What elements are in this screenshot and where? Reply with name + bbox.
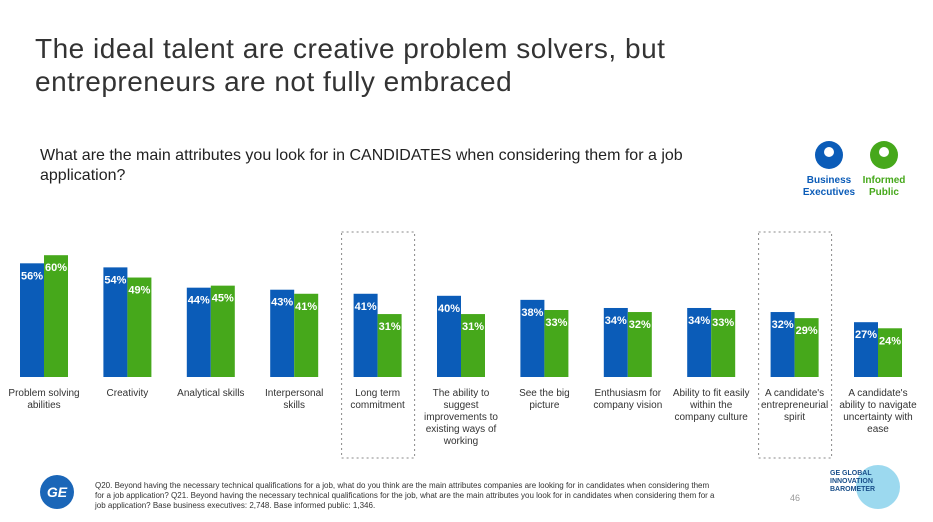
value-label: 44%: [188, 295, 210, 307]
category-label: Creativity: [106, 388, 149, 399]
question: What are the main attributes you look fo…: [40, 147, 683, 184]
highlight-box: [758, 231, 833, 459]
bar: [44, 255, 68, 377]
value-label: 38%: [521, 307, 543, 319]
value-label: 24%: [879, 335, 901, 347]
bar: [794, 318, 819, 377]
legend-label: Business Executives: [802, 175, 856, 198]
legend-label: Informed Public: [862, 175, 906, 198]
value-label: 34%: [605, 315, 627, 327]
barometer-globe: [856, 465, 900, 509]
value-label: 34%: [688, 315, 710, 327]
barometer-box: GE GLOBAL INNOVATION BAROMETER: [830, 470, 876, 493]
category-label: Enthusiasm for company vision: [593, 388, 663, 411]
value-label: 32%: [772, 319, 794, 331]
bar: [377, 314, 402, 377]
ge-logo: [40, 475, 74, 509]
category-label: See the big picture: [519, 388, 570, 411]
category-label: Long term commitment: [350, 388, 405, 411]
category-label: A candidate's ability to navigate uncert…: [839, 388, 917, 435]
value-label: 31%: [462, 321, 484, 333]
value-label: 49%: [128, 285, 150, 297]
value-label: 29%: [796, 325, 818, 337]
value-label: 31%: [379, 321, 401, 333]
bar: [210, 285, 235, 377]
bar: [186, 287, 211, 377]
bar: [687, 307, 712, 377]
value-label: 27%: [855, 329, 877, 341]
value-label: 41%: [295, 301, 317, 313]
bar: [270, 289, 295, 377]
bar: [127, 277, 152, 377]
category-label: Interpersonal skills: [265, 388, 324, 411]
page-number: 46: [790, 493, 801, 503]
bar: [353, 293, 378, 377]
category-label: Analytical skills: [177, 388, 245, 399]
bar: [20, 263, 44, 377]
bar: [437, 295, 461, 377]
bar: [603, 307, 628, 377]
legend-icon-glyph: [824, 147, 834, 157]
category-label: The ability to suggest improvements to e…: [424, 388, 498, 447]
value-label: 43%: [271, 297, 293, 309]
footnote: Q20. Beyond having the necessary technic…: [95, 481, 715, 510]
bar: [294, 293, 319, 377]
value-label: 54%: [104, 274, 126, 286]
bar: [520, 299, 545, 377]
slide-title: The ideal talent are creative problem so…: [35, 33, 666, 97]
category-label: A candidate's entrepreneurial spirit: [760, 388, 829, 423]
legend-icon-glyph: [879, 147, 889, 157]
barometer-text: GE GLOBAL INNOVATION BAROMETER: [830, 470, 876, 493]
bar: [544, 310, 569, 377]
bar: [461, 314, 485, 377]
bar: [878, 328, 902, 377]
bar: [770, 312, 795, 377]
bar: [103, 267, 128, 377]
bar: [854, 322, 878, 377]
value-label: 40%: [438, 303, 460, 315]
bar: [627, 312, 652, 377]
value-label: 33%: [712, 317, 734, 329]
value-label: 33%: [545, 317, 567, 329]
value-label: 45%: [212, 293, 234, 305]
value-label: 56%: [21, 270, 43, 282]
category-label: Ability to fit easily within the company…: [672, 388, 750, 423]
category-label: Problem solving abilities: [8, 388, 80, 411]
ge-logo-text: GE: [47, 484, 68, 500]
highlight-box: [341, 231, 416, 459]
bar: [711, 310, 736, 377]
value-label: 60%: [45, 262, 67, 274]
value-label: 41%: [355, 301, 377, 313]
value-label: 32%: [629, 319, 651, 331]
